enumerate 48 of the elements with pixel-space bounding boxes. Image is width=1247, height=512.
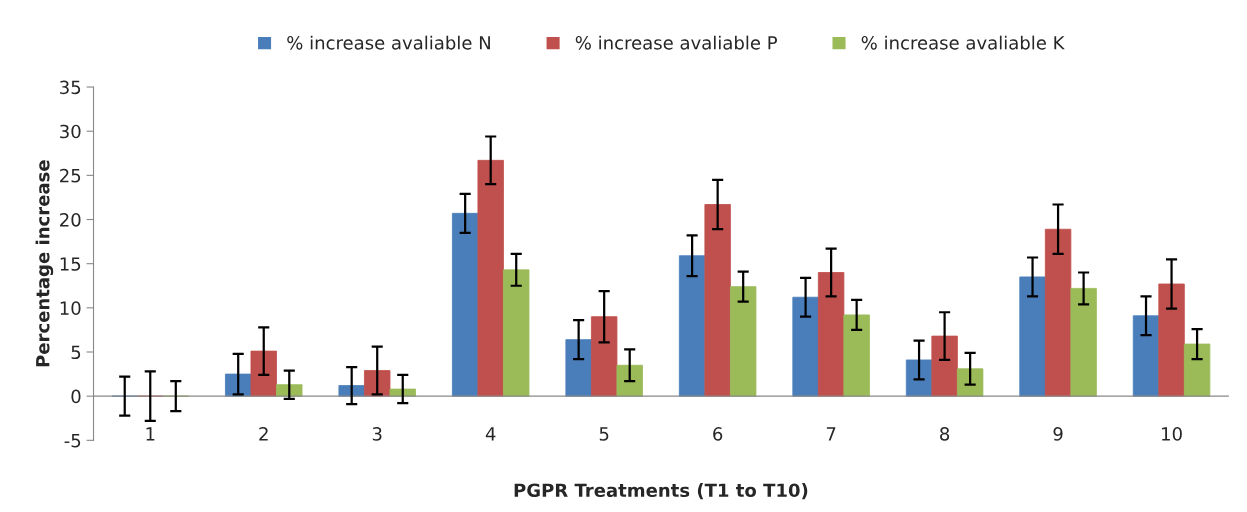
x-axis-title: PGPR Treatments (T1 to T10): [514, 483, 808, 500]
bar: [931, 335, 958, 397]
legend-label: % increase avaliable N: [287, 35, 490, 50]
bar: [250, 350, 277, 397]
bar: [704, 204, 731, 397]
x-tick-label: 10: [1162, 427, 1182, 441]
y-tick-label: 30: [60, 124, 81, 139]
legend-label: % increase avaliable P: [575, 35, 777, 50]
y-tick-label: 15: [60, 257, 81, 271]
bar: [905, 359, 933, 397]
x-tick-label: 9: [1053, 427, 1063, 441]
y-tick-label: 5: [71, 345, 81, 360]
y-tick-label: 25: [60, 168, 81, 183]
bar: [389, 388, 416, 397]
bar: [1019, 276, 1046, 397]
y-tick-label: 0: [71, 389, 81, 404]
x-tick-label: 7: [826, 427, 836, 441]
bar: [1044, 228, 1072, 397]
legend-label: % increase avaliable K: [861, 35, 1065, 50]
x-tick-label: 8: [940, 427, 950, 441]
bar: [817, 272, 845, 397]
bar: [843, 314, 870, 397]
x-tick-label: 3: [372, 427, 382, 441]
x-tick-label: 1: [146, 427, 155, 441]
y-tick-label: 35: [60, 80, 81, 95]
bar: [276, 384, 303, 397]
bar: [1183, 343, 1211, 397]
bar: [590, 316, 618, 397]
bar: [1132, 315, 1160, 397]
y-tick-label: 20: [60, 212, 81, 227]
bar: [792, 296, 819, 397]
y-tick-label: 10: [60, 301, 81, 315]
x-tick-label: 4: [485, 427, 496, 441]
bar: [1158, 283, 1185, 397]
bar: [451, 212, 479, 397]
bar: [565, 339, 592, 397]
x-tick-label: 5: [599, 427, 609, 441]
bar: [503, 269, 530, 397]
bar: [729, 286, 757, 397]
bar: [956, 368, 984, 397]
y-tick-label: -5: [64, 434, 81, 448]
y-axis-title: Percentage increase: [35, 160, 54, 367]
bar: [477, 159, 504, 397]
bar: [1070, 287, 1097, 397]
x-tick-label: 2: [259, 427, 268, 441]
x-tick-label: 6: [713, 427, 723, 441]
bar: [616, 364, 643, 397]
bar: [678, 255, 706, 397]
